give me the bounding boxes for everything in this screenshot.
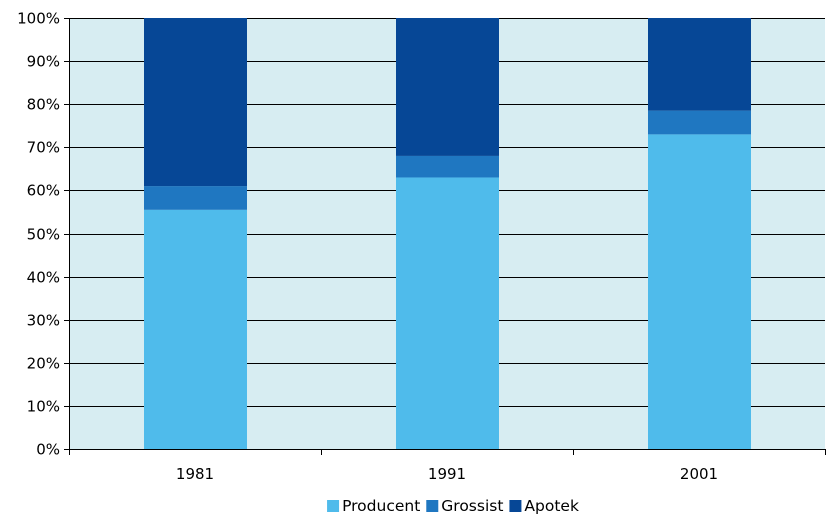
y-tick-label: 60% bbox=[27, 182, 60, 200]
y-tick-label: 50% bbox=[27, 226, 60, 244]
legend-item-grossist: Grossist bbox=[426, 497, 503, 515]
bar-apotek-2001 bbox=[648, 18, 751, 111]
x-axis: 1981 1991 2001 bbox=[69, 449, 826, 483]
bar-grossist-1991 bbox=[396, 155, 499, 178]
bar-producent-1991 bbox=[396, 177, 499, 449]
y-tick-label: 100% bbox=[17, 10, 60, 28]
bar-apotek-1991 bbox=[396, 18, 499, 156]
y-tick-label: 10% bbox=[27, 398, 60, 416]
x-tick-label: 1991 bbox=[428, 465, 466, 483]
legend-swatch bbox=[426, 500, 439, 512]
bars bbox=[144, 18, 751, 449]
legend-item-producent: Producent bbox=[327, 497, 420, 515]
y-tick-label: 0% bbox=[36, 441, 60, 459]
y-axis: 0% 10% 20% 30% 40% 50% 60% 70% 80% 90% 100% bbox=[17, 10, 70, 459]
legend-swatch bbox=[327, 500, 340, 512]
y-tick-label: 40% bbox=[27, 269, 60, 287]
legend-label: Producent bbox=[342, 497, 420, 515]
y-tick-label: 30% bbox=[27, 312, 60, 330]
bar-apotek-1981 bbox=[144, 18, 247, 187]
legend-label: Apotek bbox=[524, 497, 579, 515]
y-tick-label: 20% bbox=[27, 355, 60, 373]
x-tick-label: 2001 bbox=[680, 465, 718, 483]
legend-item-apotek: Apotek bbox=[509, 497, 579, 515]
bar-grossist-2001 bbox=[648, 110, 751, 135]
legend-label: Grossist bbox=[441, 497, 503, 515]
bar-producent-1981 bbox=[144, 209, 247, 449]
bar-grossist-1981 bbox=[144, 186, 247, 210]
legend-swatch bbox=[509, 500, 522, 512]
y-tick-label: 80% bbox=[27, 96, 60, 114]
legend: Producent Grossist Apotek bbox=[327, 497, 579, 515]
y-tick-label: 90% bbox=[27, 53, 60, 71]
y-tick-label: 70% bbox=[27, 139, 60, 157]
x-tick-label: 1981 bbox=[176, 465, 214, 483]
bar-producent-2001 bbox=[648, 134, 751, 449]
